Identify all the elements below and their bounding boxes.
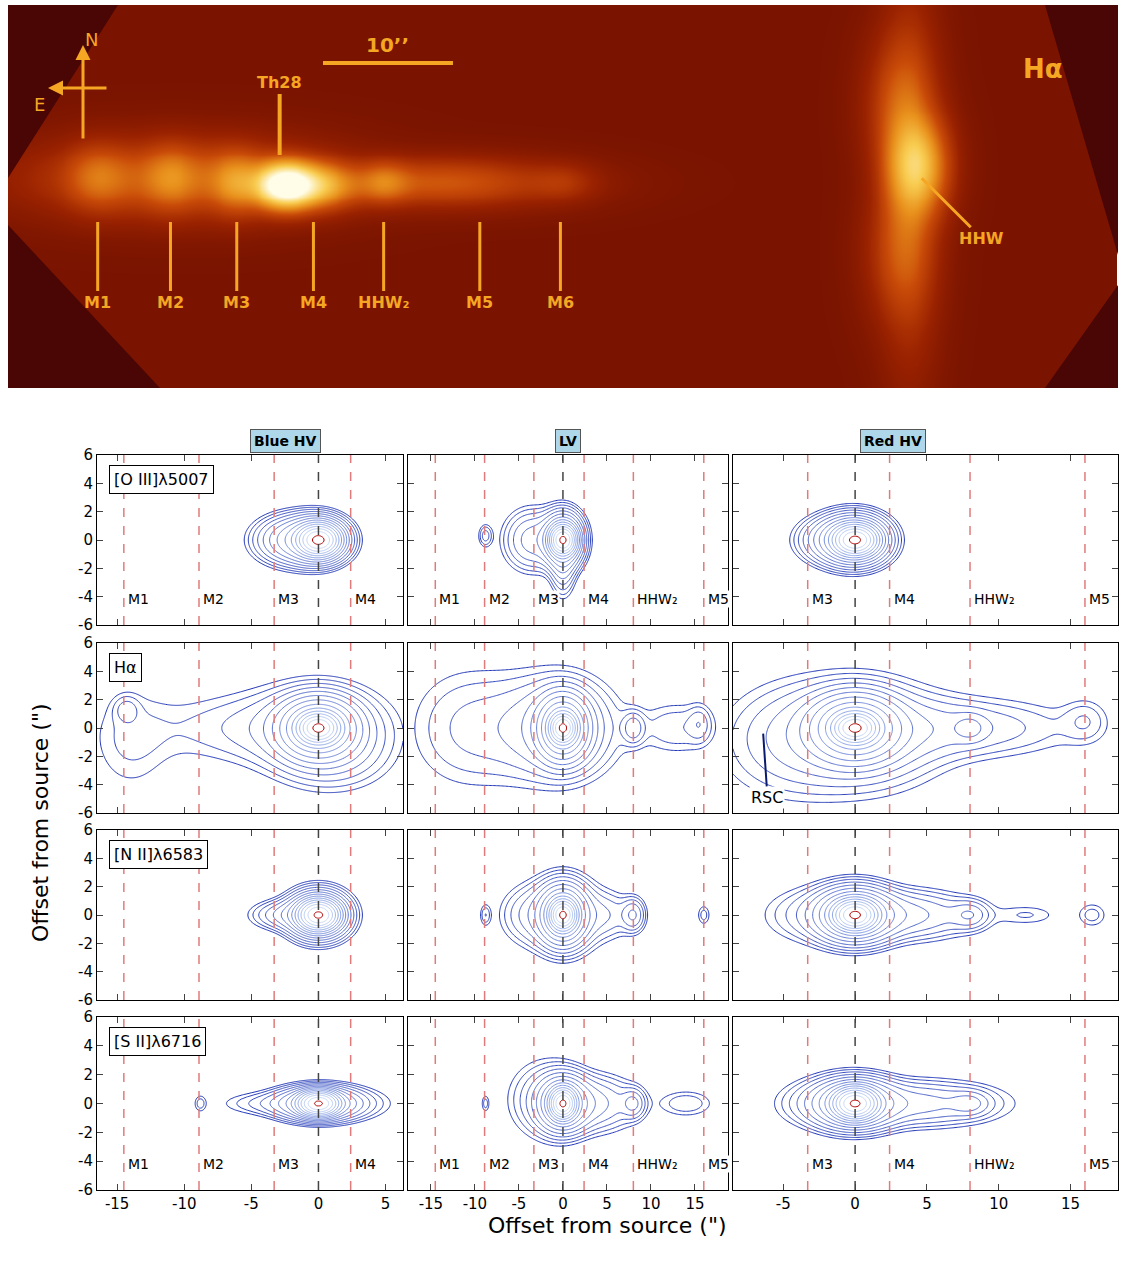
svg-text:4: 4 xyxy=(83,1037,93,1055)
svg-text:M3: M3 xyxy=(538,591,559,607)
svg-text:0: 0 xyxy=(314,1195,324,1213)
svg-text:M4: M4 xyxy=(894,1156,915,1172)
svg-text:-4: -4 xyxy=(78,588,93,606)
svg-text:10’’: 10’’ xyxy=(366,33,409,57)
svg-text:HHW₂: HHW₂ xyxy=(358,293,409,312)
svg-text:-15: -15 xyxy=(419,1195,444,1213)
svg-text:M6: M6 xyxy=(547,293,574,312)
svg-text:Red HV: Red HV xyxy=(864,433,922,449)
svg-text:Offset from source ("): Offset from source (") xyxy=(28,703,53,942)
svg-text:10: 10 xyxy=(641,1195,660,1213)
svg-text:-6: -6 xyxy=(78,1181,93,1199)
svg-text:M2: M2 xyxy=(489,1156,510,1172)
svg-text:M3: M3 xyxy=(223,293,250,312)
svg-text:-4: -4 xyxy=(78,963,93,981)
svg-text:[S II]λ6716: [S II]λ6716 xyxy=(114,1032,201,1051)
svg-text:M3: M3 xyxy=(538,1156,559,1172)
svg-text:6: 6 xyxy=(83,634,93,652)
svg-text:M4: M4 xyxy=(588,591,609,607)
svg-text:HHW₂: HHW₂ xyxy=(637,591,678,607)
svg-text:5: 5 xyxy=(922,1195,932,1213)
svg-text:-2: -2 xyxy=(78,935,93,953)
svg-text:M1: M1 xyxy=(439,591,460,607)
svg-text:0: 0 xyxy=(83,906,93,924)
svg-text:15: 15 xyxy=(685,1195,704,1213)
svg-text:E: E xyxy=(34,94,45,115)
svg-text:-2: -2 xyxy=(78,560,93,578)
svg-text:Blue HV: Blue HV xyxy=(254,433,317,449)
svg-text:HHW: HHW xyxy=(959,229,1004,248)
svg-text:[O III]λ5007: [O III]λ5007 xyxy=(114,470,209,489)
svg-text:M5: M5 xyxy=(708,591,729,607)
svg-text:0: 0 xyxy=(558,1195,568,1213)
svg-text:-4: -4 xyxy=(78,1152,93,1170)
svg-text:M5: M5 xyxy=(1089,591,1110,607)
svg-text:Hα: Hα xyxy=(114,658,137,677)
svg-text:2: 2 xyxy=(83,878,93,896)
svg-text:M4: M4 xyxy=(355,591,376,607)
svg-text:Th28: Th28 xyxy=(257,73,302,92)
svg-text:HHW₂: HHW₂ xyxy=(974,1156,1015,1172)
svg-text:M3: M3 xyxy=(278,591,299,607)
svg-text:M2: M2 xyxy=(489,591,510,607)
svg-text:5: 5 xyxy=(381,1195,391,1213)
svg-text:0: 0 xyxy=(83,1095,93,1113)
svg-text:M4: M4 xyxy=(894,591,915,607)
svg-text:Hα: Hα xyxy=(1023,54,1063,84)
svg-text:M1: M1 xyxy=(128,1156,149,1172)
svg-text:M1: M1 xyxy=(84,293,111,312)
svg-text:-10: -10 xyxy=(172,1195,197,1213)
svg-text:Offset from source ("): Offset from source (") xyxy=(488,1213,727,1238)
svg-text:M4: M4 xyxy=(588,1156,609,1172)
svg-text:-5: -5 xyxy=(776,1195,791,1213)
svg-text:-15: -15 xyxy=(105,1195,130,1213)
svg-text:HHW₂: HHW₂ xyxy=(637,1156,678,1172)
svg-text:M4: M4 xyxy=(300,293,327,312)
svg-text:2: 2 xyxy=(83,691,93,709)
svg-text:M3: M3 xyxy=(812,591,833,607)
svg-text:-6: -6 xyxy=(78,991,93,1009)
svg-text:M1: M1 xyxy=(128,591,149,607)
svg-text:5: 5 xyxy=(602,1195,612,1213)
svg-text:M3: M3 xyxy=(812,1156,833,1172)
svg-text:M2: M2 xyxy=(203,1156,224,1172)
svg-text:-10: -10 xyxy=(463,1195,488,1213)
svg-text:-4: -4 xyxy=(78,776,93,794)
svg-text:LV: LV xyxy=(559,433,577,449)
svg-text:M4: M4 xyxy=(355,1156,376,1172)
svg-text:-6: -6 xyxy=(78,804,93,822)
svg-text:15: 15 xyxy=(1061,1195,1080,1213)
svg-text:4: 4 xyxy=(83,475,93,493)
svg-text:-2: -2 xyxy=(78,748,93,766)
svg-text:RSC: RSC xyxy=(751,788,783,807)
svg-text:M2: M2 xyxy=(203,591,224,607)
svg-text:M2: M2 xyxy=(157,293,184,312)
svg-text:N: N xyxy=(85,29,98,50)
svg-text:-2: -2 xyxy=(78,1124,93,1142)
svg-text:6: 6 xyxy=(83,821,93,839)
svg-text:-6: -6 xyxy=(78,616,93,634)
svg-text:M5: M5 xyxy=(466,293,493,312)
svg-text:M5: M5 xyxy=(1089,1156,1110,1172)
svg-text:4: 4 xyxy=(83,850,93,868)
svg-text:6: 6 xyxy=(83,446,93,464)
svg-text:0: 0 xyxy=(850,1195,860,1213)
svg-text:0: 0 xyxy=(83,531,93,549)
svg-text:M1: M1 xyxy=(439,1156,460,1172)
svg-text:M5: M5 xyxy=(708,1156,729,1172)
svg-text:-5: -5 xyxy=(244,1195,259,1213)
svg-text:M3: M3 xyxy=(278,1156,299,1172)
svg-text:[N II]λ6583: [N II]λ6583 xyxy=(114,845,203,864)
svg-text:HHW₂: HHW₂ xyxy=(974,591,1015,607)
svg-text:0: 0 xyxy=(83,719,93,737)
svg-text:2: 2 xyxy=(83,1066,93,1084)
svg-text:4: 4 xyxy=(83,663,93,681)
svg-text:2: 2 xyxy=(83,503,93,521)
svg-text:-5: -5 xyxy=(511,1195,526,1213)
svg-text:6: 6 xyxy=(83,1008,93,1026)
svg-text:10: 10 xyxy=(989,1195,1008,1213)
